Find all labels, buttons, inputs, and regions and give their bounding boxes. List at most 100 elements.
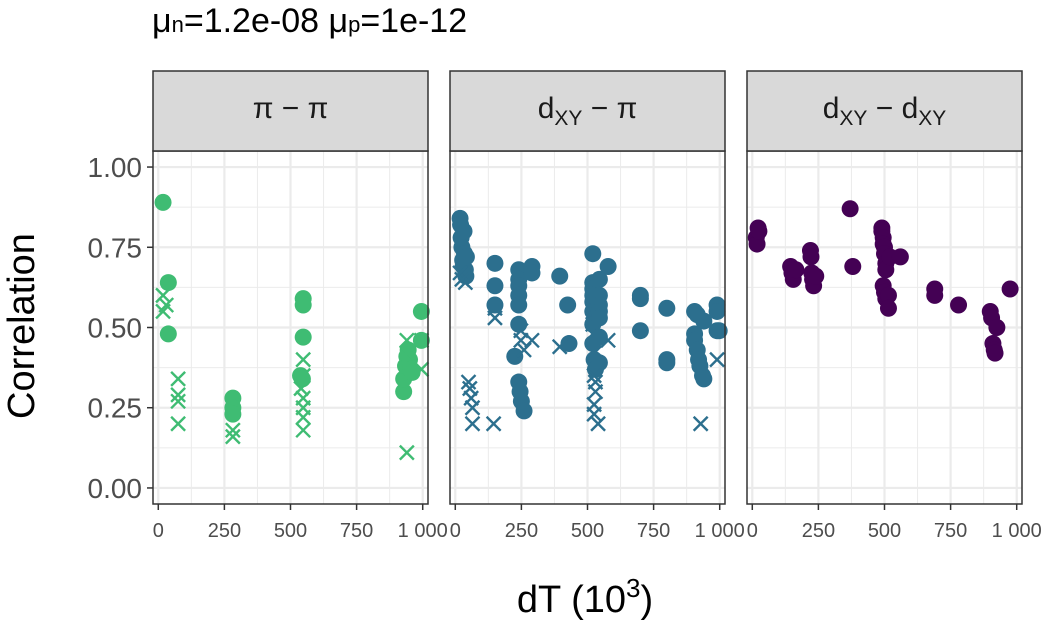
x-tick-label: 750	[934, 520, 967, 542]
data-cross-stroke	[586, 367, 602, 384]
data-cross-stroke	[692, 415, 709, 432]
x-axis-label-close: )	[640, 579, 653, 621]
strip-text-part: π − π	[253, 92, 329, 125]
x-tick-label: 0	[153, 520, 164, 542]
data-point	[506, 347, 524, 365]
data-cross-stroke	[464, 399, 481, 416]
data-cross	[170, 370, 186, 387]
data-cross	[401, 358, 418, 374]
strip-subscript: XY	[918, 107, 946, 130]
data-point	[486, 254, 504, 272]
data-cross	[590, 415, 606, 432]
data-cross	[464, 399, 481, 416]
data-cross-stroke	[295, 422, 312, 439]
title-p-value: =1e-12	[360, 2, 467, 40]
x-tick-label: 0	[450, 520, 461, 542]
data-cross	[225, 422, 241, 439]
data-point	[658, 354, 676, 372]
data-cross-stroke	[452, 265, 468, 281]
data-point	[457, 248, 475, 266]
data-cross-stroke	[158, 297, 175, 313]
facet-panels: 0.00 0.25 0.50 0.75 1.00 π − π 0 250 500 750 1 000…	[88, 70, 1042, 542]
data-point	[658, 299, 676, 317]
data-cross	[225, 428, 241, 445]
data-point	[159, 325, 177, 343]
data-point	[750, 222, 768, 240]
facet-strip	[449, 70, 726, 152]
data-cross-stroke	[485, 415, 502, 432]
data-point	[787, 261, 805, 279]
data-point	[695, 370, 713, 388]
data-point	[844, 258, 862, 276]
data-point	[559, 296, 577, 314]
data-point	[599, 258, 617, 276]
y-tick-label: 1.00	[88, 152, 143, 183]
data-cross	[487, 310, 503, 326]
data-cross	[457, 274, 474, 291]
data-cross	[413, 332, 430, 349]
data-cross	[464, 415, 481, 432]
y-axis-label: Correlation	[1, 233, 43, 419]
data-point	[412, 302, 430, 320]
data-point	[631, 322, 649, 340]
facet-strip-label: π − π	[253, 92, 329, 125]
data-point	[879, 286, 897, 304]
data-point	[455, 222, 473, 240]
data-cross	[158, 297, 175, 313]
data-point	[294, 296, 312, 314]
y-tick-label: 0.00	[88, 473, 143, 504]
data-cross-stroke	[295, 367, 312, 384]
strip-subscript: XY	[839, 107, 867, 130]
data-point	[879, 299, 897, 317]
data-point	[891, 248, 909, 266]
facet-strip	[152, 70, 429, 152]
data-point	[584, 245, 602, 263]
data-point	[560, 335, 578, 353]
x-tick-label: 500	[868, 520, 901, 542]
data-point	[631, 290, 649, 308]
data-point	[224, 405, 242, 423]
data-cross	[513, 332, 529, 349]
data-cross	[586, 345, 602, 362]
x-tick-label: 1 000	[695, 520, 745, 542]
data-point	[515, 402, 533, 420]
data-point	[551, 267, 569, 285]
data-point	[802, 248, 820, 266]
x-axis-label: dT (103)	[517, 573, 653, 621]
data-cross-stroke	[524, 332, 540, 349]
title-n-value: =1.2e-08	[184, 2, 329, 40]
data-point	[486, 296, 504, 314]
title-sub-p: p	[348, 12, 360, 37]
data-cross	[584, 326, 601, 342]
data-cross-stroke	[513, 332, 529, 349]
data-point	[590, 354, 608, 372]
data-cross	[170, 415, 186, 432]
facet-strip	[746, 70, 1023, 152]
x-tick-label: 1 000	[992, 520, 1042, 542]
title-sub-n: n	[172, 12, 184, 37]
data-cross	[295, 409, 312, 426]
data-cross-stroke	[398, 444, 415, 461]
data-cross-stroke	[587, 383, 604, 400]
data-cross	[398, 332, 415, 349]
data-point	[695, 312, 713, 330]
strip-text-part: d	[538, 92, 555, 125]
data-point	[294, 328, 312, 346]
data-point	[807, 267, 825, 285]
data-point	[395, 383, 413, 401]
x-tick-label: 250	[208, 520, 241, 542]
data-cross-stroke	[293, 380, 309, 397]
data-point	[748, 235, 766, 253]
data-point	[926, 286, 944, 304]
data-cross	[155, 287, 171, 304]
data-cross-stroke	[170, 415, 186, 432]
data-cross	[692, 415, 709, 432]
data-point	[950, 296, 968, 314]
data-cross	[413, 361, 430, 378]
data-cross-stroke	[170, 393, 186, 410]
data-point	[590, 270, 608, 288]
data-point	[1001, 280, 1019, 298]
facet-strip-label: dXY − π	[538, 92, 638, 130]
data-cross-stroke	[551, 338, 568, 355]
